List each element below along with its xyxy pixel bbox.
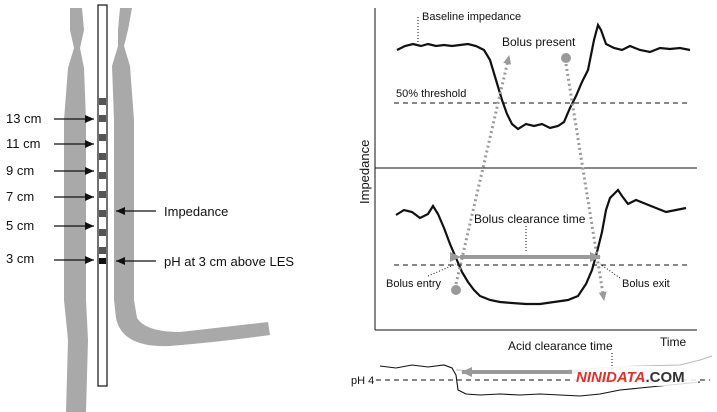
acid-clearance-label: Acid clearance time [508,339,613,353]
impedance-segment [99,134,106,141]
ph-threshold-label: pH 4 [351,375,374,387]
sensor-label: 5 cm [6,218,34,233]
threshold-label: 50% threshold [396,88,466,100]
ph-sensor [99,258,106,264]
watermark-suffix: .COM [645,369,684,386]
impedance-segment [99,115,106,122]
impedance-segment [99,98,106,105]
esophagus-left-wall [64,8,88,412]
exit-pointer [599,263,621,279]
ph-panel: Acid clearance time pH 4 [351,339,713,397]
sensor-label: 9 cm [6,163,34,178]
bolus-entry-label: Bolus entry [386,278,442,290]
sensor-label: 13 cm [6,111,41,126]
watermark: NINIDATA.COM [572,366,698,386]
bolus-clearance-label: Bolus clearance time [474,212,586,226]
bolus-present-dot [561,53,571,63]
impedance-segment [99,229,106,236]
watermark-text: NINIDATA.COM [576,369,685,386]
baseline-label: Baseline impedance [422,11,521,23]
impedance-segment [99,172,106,179]
impedance-segment [99,210,106,217]
bottom-impedance-trace [395,188,687,306]
bolus-exit-label: Bolus exit [622,278,670,290]
impedance-segments [99,98,106,254]
impedance-segment [99,191,106,198]
top-impedance-trace [396,22,691,131]
sensor-labels: 13 cm 11 cm 9 cm 7 cm 5 cm 3 cm [6,111,94,266]
bolus-entry-dot [451,285,461,295]
watermark-backdrop [572,366,698,386]
ph-trace [379,364,701,397]
sensor-label: 7 cm [6,189,34,204]
impedance-label: Impedance [164,204,228,219]
y-axis-label: Impedance [357,140,372,204]
sensor-label: 3 cm [6,251,34,266]
esophagus-right-wall [112,8,270,347]
sensor-label: 11 cm [6,136,40,151]
entry-pointer [427,263,457,277]
impedance-panel: Impedance Time 50% threshold Baseline im… [357,8,697,349]
impedance-segment [99,247,106,254]
x-axis-label: Time [660,335,687,349]
impedance-segment [99,153,106,160]
bolus-present-label: Bolus present [502,35,576,49]
ph-label: pH at 3 cm above LES [164,254,294,269]
esophagus-illustration: 13 cm 11 cm 9 cm 7 cm 5 cm 3 cm Impedanc… [6,4,294,412]
bolus-entry-to-present-arrow [454,55,512,285]
watermark-brand: NINIDATA [576,369,645,386]
